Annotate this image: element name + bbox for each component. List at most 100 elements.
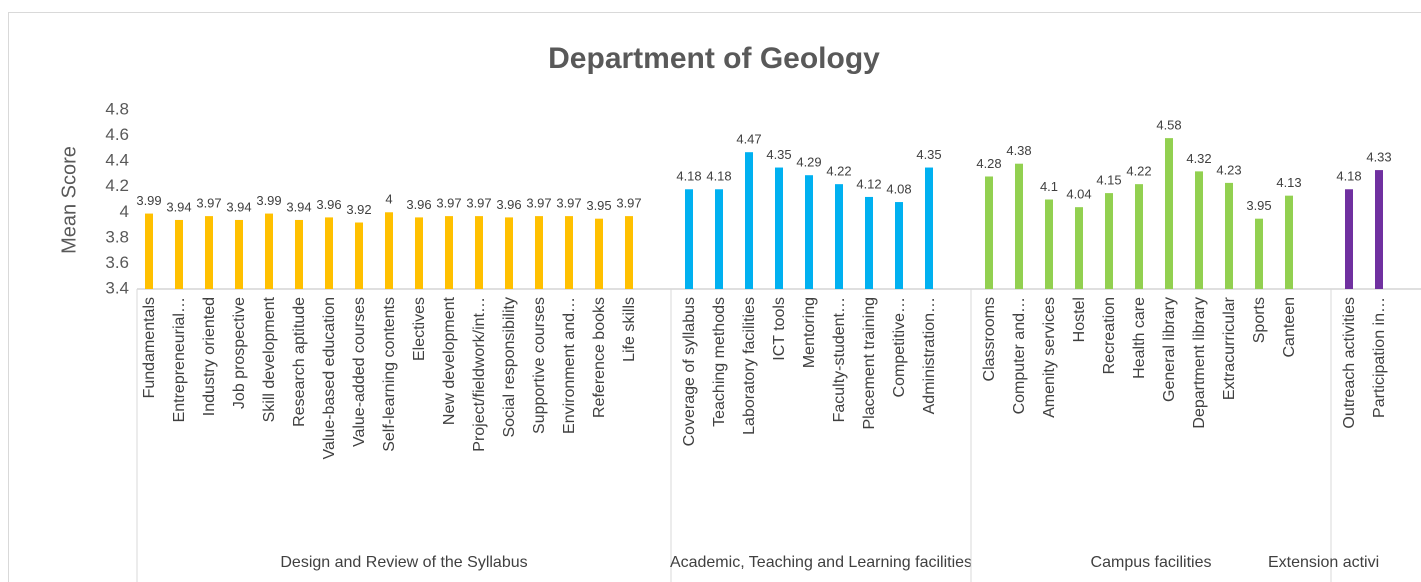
bar xyxy=(1075,207,1083,289)
x-tick-label: Sports xyxy=(1251,297,1268,343)
x-tick-label: Amenity services xyxy=(1041,297,1058,418)
group-label: Extension activi xyxy=(1268,554,1379,571)
x-tick-label: Canteen xyxy=(1281,297,1298,358)
value-label: 3.97 xyxy=(616,196,641,211)
value-label: 4.08 xyxy=(886,181,911,196)
bar xyxy=(625,216,633,289)
x-tick-label: Outreach activities xyxy=(1341,297,1358,429)
value-label: 3.94 xyxy=(226,199,251,214)
value-label: 4.12 xyxy=(856,176,881,191)
bar xyxy=(415,217,423,289)
value-label: 4.18 xyxy=(706,169,731,184)
value-label: 3.96 xyxy=(496,197,521,212)
bar xyxy=(895,202,903,289)
y-tick-label: 3.4 xyxy=(105,278,129,297)
bar xyxy=(1015,163,1023,289)
x-tick-label: Fundamentals xyxy=(141,297,158,398)
value-label: 3.97 xyxy=(526,196,551,211)
y-tick-label: 3.6 xyxy=(105,253,129,272)
bar xyxy=(235,219,243,289)
value-label: 4 xyxy=(385,192,392,207)
value-label: 4.13 xyxy=(1276,175,1301,190)
value-label: 3.92 xyxy=(346,202,371,217)
x-tick-label: General library xyxy=(1161,297,1178,402)
bar xyxy=(595,218,603,289)
bar xyxy=(1105,193,1113,289)
bar xyxy=(265,213,273,289)
x-tick-label: Extracurricular xyxy=(1221,296,1238,400)
value-label: 3.96 xyxy=(316,197,341,212)
bar xyxy=(1375,170,1383,289)
value-label: 4.18 xyxy=(1336,169,1361,184)
x-tick-label: Hostel xyxy=(1071,297,1088,342)
bar xyxy=(1135,184,1143,289)
value-label: 3.97 xyxy=(436,196,461,211)
x-tick-label: Coverage of syllabus xyxy=(681,297,698,446)
group-label: Campus facilities xyxy=(1091,554,1212,571)
chart-title: Department of Geology xyxy=(548,42,880,75)
bar xyxy=(145,213,153,289)
value-label: 4.22 xyxy=(826,164,851,179)
x-tick-label: Electives xyxy=(411,297,428,361)
bar xyxy=(835,184,843,289)
bar xyxy=(685,189,693,289)
x-tick-label: Value-based education xyxy=(321,297,338,460)
value-label: 4.23 xyxy=(1216,162,1241,177)
group-label: Academic, Teaching and Learning faciliti… xyxy=(670,554,972,571)
bar xyxy=(475,216,483,289)
value-label: 4.58 xyxy=(1156,118,1181,133)
x-tick-label: ICT tools xyxy=(771,297,788,361)
value-label: 3.94 xyxy=(166,199,191,214)
value-label: 3.97 xyxy=(556,196,581,211)
x-tick-label: Environment and… xyxy=(561,297,578,434)
y-tick-label: 4.8 xyxy=(105,99,129,118)
bar xyxy=(1165,138,1173,289)
x-tick-label: Project/fieldwork/int… xyxy=(471,297,488,452)
bar xyxy=(865,196,873,289)
value-label: 4.35 xyxy=(916,147,941,162)
x-tick-label: Laboratory facilities xyxy=(741,297,758,435)
x-tick-label: Recreation xyxy=(1101,297,1118,374)
bar xyxy=(925,167,933,289)
x-tick-label: New development xyxy=(441,296,458,425)
value-label: 4.1 xyxy=(1040,179,1058,194)
x-tick-label: Self-learning contents xyxy=(381,297,398,452)
bar xyxy=(295,219,303,289)
x-tick-label: Faculty-student… xyxy=(831,297,848,422)
value-label: 4.38 xyxy=(1006,143,1031,158)
x-tick-label: Life skills xyxy=(621,297,638,362)
value-label: 4.28 xyxy=(976,156,1001,171)
bar xyxy=(1345,189,1353,289)
y-tick-label: 4.2 xyxy=(105,176,129,195)
x-tick-label: Administration… xyxy=(921,297,938,414)
value-label: 3.94 xyxy=(286,199,311,214)
value-label: 4.15 xyxy=(1096,173,1121,188)
value-label: 3.95 xyxy=(1246,198,1271,213)
x-tick-label: Mentoring xyxy=(801,297,818,368)
x-tick-label: Reference books xyxy=(591,297,608,418)
x-tick-label: Value-added courses xyxy=(351,297,368,447)
bar xyxy=(1285,195,1293,289)
x-tick-label: Participation in… xyxy=(1371,297,1388,418)
bar xyxy=(1255,218,1263,289)
value-label: 4.18 xyxy=(676,169,701,184)
bar xyxy=(325,217,333,289)
bar xyxy=(205,216,213,289)
bar xyxy=(805,175,813,289)
y-tick-label: 4.6 xyxy=(105,125,129,144)
y-tick-label: 4 xyxy=(120,202,129,221)
y-axis-title: Mean Score xyxy=(58,146,80,254)
value-label: 4.47 xyxy=(736,132,761,147)
x-tick-label: Competitive… xyxy=(891,297,908,397)
value-label: 3.99 xyxy=(256,193,281,208)
bar xyxy=(385,212,393,289)
x-tick-label: Classrooms xyxy=(981,297,998,381)
value-label: 4.29 xyxy=(796,155,821,170)
x-tick-label: Social responsibility xyxy=(501,297,518,438)
bar xyxy=(775,167,783,289)
x-tick-label: Teaching methods xyxy=(711,297,728,427)
bar xyxy=(985,176,993,289)
group-label: Design and Review of the Syllabus xyxy=(280,554,527,571)
